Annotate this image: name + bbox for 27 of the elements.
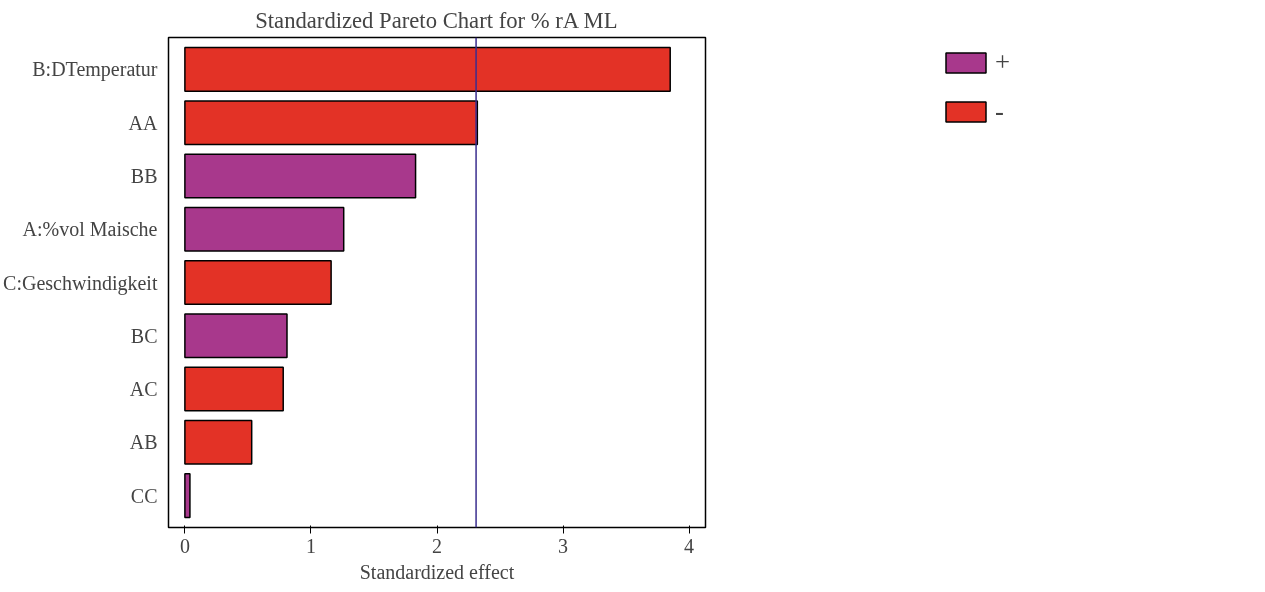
y-tick-label: A:%vol Maische	[22, 218, 158, 241]
y-tick-label: AB	[129, 431, 158, 454]
bar	[184, 46, 671, 93]
legend-label: +	[995, 47, 1012, 78]
bar	[184, 153, 417, 199]
bar	[184, 366, 284, 412]
y-tick-label: BC	[130, 324, 158, 347]
x-tick-label: 1	[305, 534, 316, 557]
y-tick-label: AC	[129, 378, 158, 401]
y-tick-label: C:Geschwindigkeit	[3, 271, 158, 295]
y-tick-label: AA	[128, 111, 159, 134]
y-tick-label: BB	[130, 164, 158, 187]
legend-label: -	[995, 96, 1005, 127]
bar	[184, 206, 345, 252]
bar	[184, 100, 479, 146]
bar	[184, 419, 253, 465]
x-tick-label: 2	[432, 534, 442, 557]
chart-title: Standardized Pareto Chart for % rA ML	[255, 7, 618, 33]
y-tick-label: CC	[130, 484, 158, 507]
bar	[184, 472, 191, 519]
bar	[184, 259, 332, 306]
x-axis-title: Standardized effect	[359, 560, 515, 583]
bar	[184, 313, 288, 359]
x-tick-label: 4	[684, 534, 695, 557]
x-tick-label: 0	[179, 534, 190, 557]
y-tick-label: B:DTemperatur	[32, 58, 158, 82]
x-tick-label: 3	[558, 534, 569, 557]
